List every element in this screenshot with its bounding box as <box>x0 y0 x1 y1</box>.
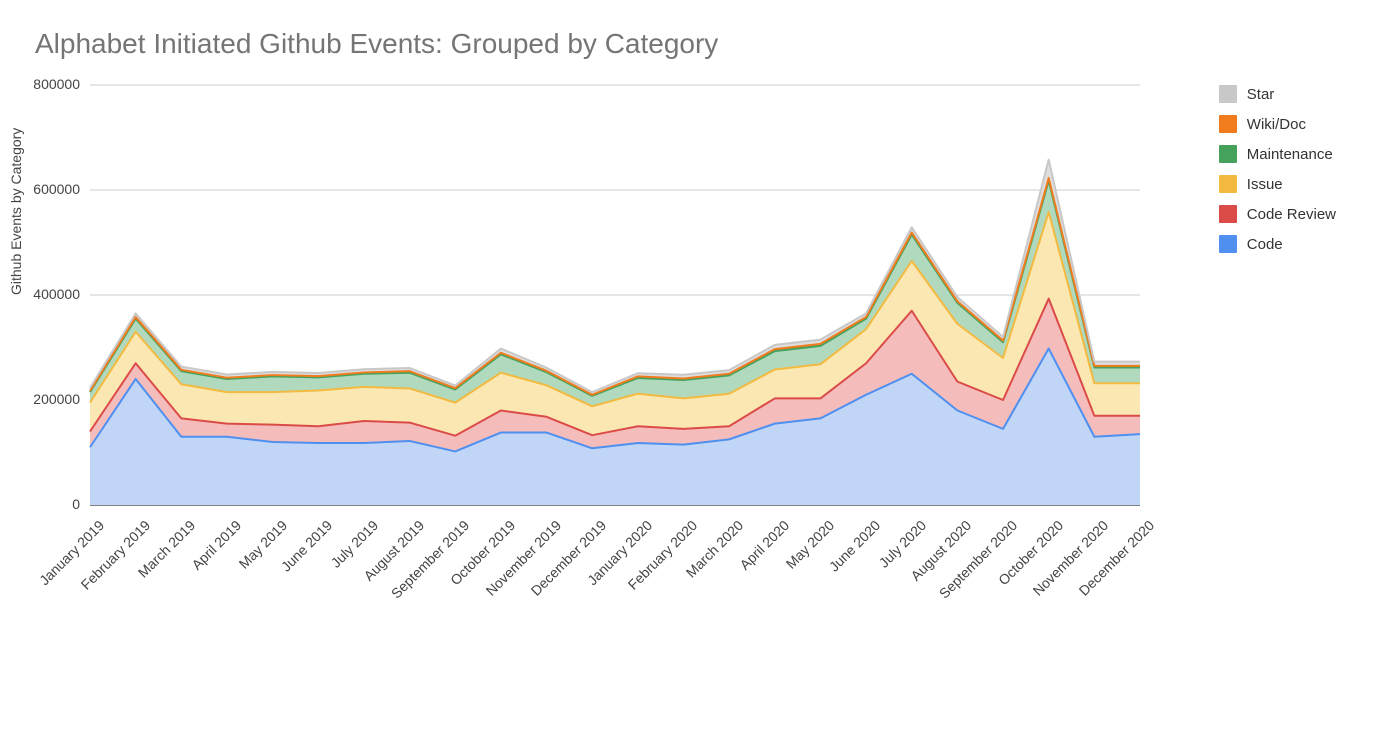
legend-swatch <box>1219 175 1237 193</box>
legend-label: Code <box>1247 236 1283 253</box>
legend-label: Star <box>1247 86 1275 103</box>
legend-item-issue[interactable]: Issue <box>1219 175 1336 193</box>
legend-item-wiki-doc[interactable]: Wiki/Doc <box>1219 115 1336 133</box>
x-tick-label: April 2019 <box>188 517 244 573</box>
legend-item-code-review[interactable]: Code Review <box>1219 205 1336 223</box>
legend-swatch <box>1219 235 1237 253</box>
chart-title: Alphabet Initiated Github Events: Groupe… <box>35 28 718 60</box>
legend-swatch <box>1219 205 1237 223</box>
y-tick-label: 200000 <box>20 391 80 407</box>
legend-item-maintenance[interactable]: Maintenance <box>1219 145 1336 163</box>
chart-container: Alphabet Initiated Github Events: Groupe… <box>0 0 1376 735</box>
x-tick-label: April 2020 <box>736 517 792 573</box>
y-axis-label: Github Events by Category <box>8 128 24 295</box>
legend-item-code[interactable]: Code <box>1219 235 1336 253</box>
legend-swatch <box>1219 145 1237 163</box>
stacked-area-svg <box>90 85 1140 505</box>
y-tick-label: 400000 <box>20 286 80 302</box>
legend-label: Issue <box>1247 176 1283 193</box>
legend-swatch <box>1219 85 1237 103</box>
legend-item-star[interactable]: Star <box>1219 85 1336 103</box>
legend-label: Maintenance <box>1247 146 1333 163</box>
legend-label: Code Review <box>1247 206 1336 223</box>
y-tick-label: 600000 <box>20 181 80 197</box>
legend-label: Wiki/Doc <box>1247 116 1306 133</box>
x-tick-label: September 2019 <box>388 517 473 602</box>
legend-swatch <box>1219 115 1237 133</box>
plot-area <box>90 85 1140 505</box>
y-tick-label: 800000 <box>20 76 80 92</box>
y-tick-label: 0 <box>20 496 80 512</box>
legend: Star Wiki/Doc Maintenance Issue Code Review C… <box>1219 85 1336 265</box>
